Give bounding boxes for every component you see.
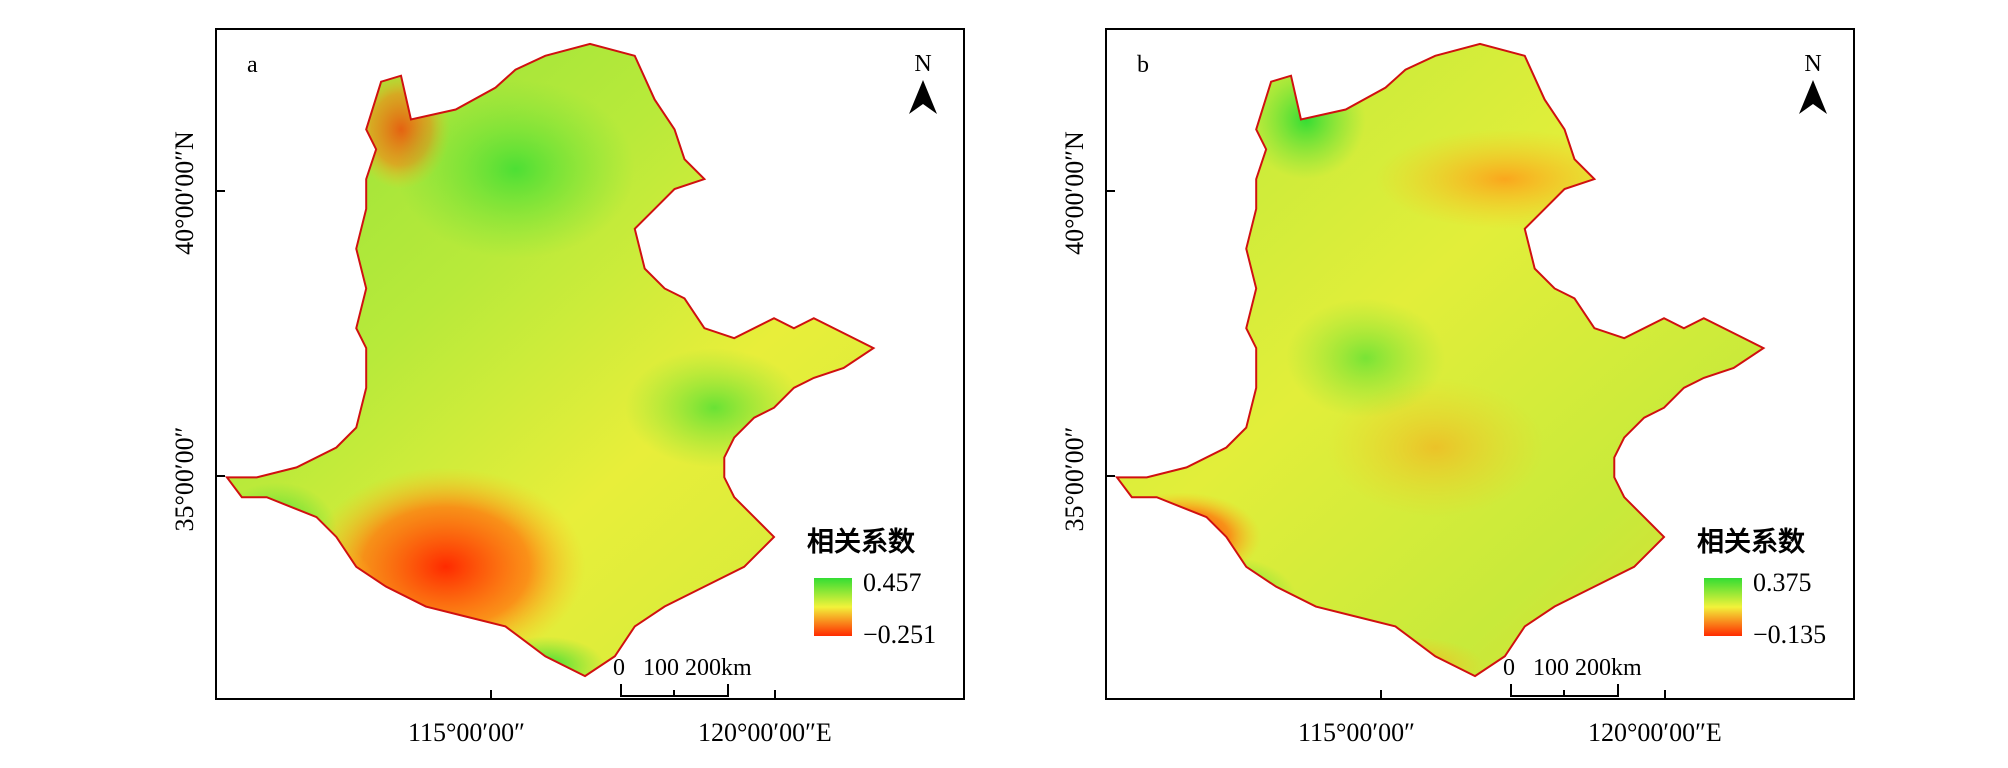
- map-panel-a: a N 相关系数 0.457 −0.251 0 100 200km 40°00′…: [170, 28, 965, 747]
- lat-tick-35: [1105, 475, 1115, 477]
- lat-label-40: 40°00′00″N: [170, 131, 199, 255]
- legend-min-a: −0.251: [863, 620, 937, 649]
- lon-tick-115: [1380, 690, 1382, 700]
- lat-label-35: 35°00′00″: [1060, 426, 1089, 532]
- scale-bar-a: [620, 684, 729, 697]
- lat-tick-35: [215, 475, 225, 477]
- lat-label-40: 40°00′00″N: [1060, 131, 1089, 255]
- legend-min-b: −0.135: [1753, 620, 1827, 649]
- legend-max-a: 0.457: [863, 568, 922, 597]
- north-arrow-icon: [1799, 80, 1827, 114]
- lat-label-35: 35°00′00″: [170, 426, 199, 532]
- scale-label-100: 100: [1533, 655, 1569, 681]
- scale-label-100: 100: [643, 655, 679, 681]
- panel-label-a: a: [247, 52, 258, 78]
- map-frame-b: b N 相关系数 0.375 −0.135 0 100 200km: [1105, 28, 1855, 700]
- lat-tick-40: [1105, 190, 1115, 192]
- lon-label-115: 115°00′00″: [408, 718, 525, 747]
- north-label-a: N: [914, 51, 932, 77]
- lon-label-115: 115°00′00″: [1298, 718, 1415, 747]
- scale-label-200: 200km: [1575, 655, 1642, 681]
- region-map-a: [224, 42, 876, 678]
- lon-label-120: 120°00′00″E: [1588, 718, 1722, 747]
- scale-bar-b: [1510, 684, 1619, 697]
- lon-tick-120: [1664, 690, 1666, 700]
- lon-label-120: 120°00′00″E: [698, 718, 832, 747]
- panel-label-b: b: [1137, 52, 1149, 78]
- north-arrow-a: N: [903, 52, 943, 116]
- legend-title-b: 相关系数: [1697, 527, 1805, 558]
- scale-bar-labels-a: 0 100 200km: [613, 655, 752, 682]
- lon-tick-120: [774, 690, 776, 700]
- north-arrow-icon: [909, 80, 937, 114]
- legend-max-b: 0.375: [1753, 568, 1812, 597]
- map-frame-a: a N 相关系数 0.457 −0.251 0 100 200km: [215, 28, 965, 700]
- scale-bar-labels-b: 0 100 200km: [1503, 655, 1642, 682]
- map-panel-b: b N 相关系数 0.375 −0.135 0 100 200km 40°00′…: [890, 0, 1894, 768]
- lon-tick-115: [490, 690, 492, 700]
- legend-colorbar-b: [1704, 578, 1742, 636]
- scale-label-200: 200km: [685, 655, 752, 681]
- lat-tick-40: [215, 190, 225, 192]
- region-map-b: [1114, 42, 1766, 678]
- scale-label-0: 0: [613, 655, 625, 681]
- legend-colorbar-a: [814, 578, 852, 636]
- scale-label-0: 0: [1503, 655, 1515, 681]
- north-arrow-b: N: [1793, 52, 1833, 116]
- legend-title-a: 相关系数: [807, 527, 915, 558]
- north-label-b: N: [1804, 51, 1822, 77]
